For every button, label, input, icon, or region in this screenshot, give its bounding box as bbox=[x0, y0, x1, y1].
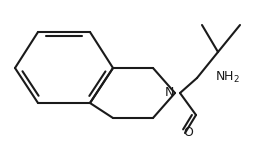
Text: NH$_2$: NH$_2$ bbox=[215, 69, 240, 85]
Text: O: O bbox=[183, 126, 193, 138]
Text: N: N bbox=[164, 85, 174, 99]
